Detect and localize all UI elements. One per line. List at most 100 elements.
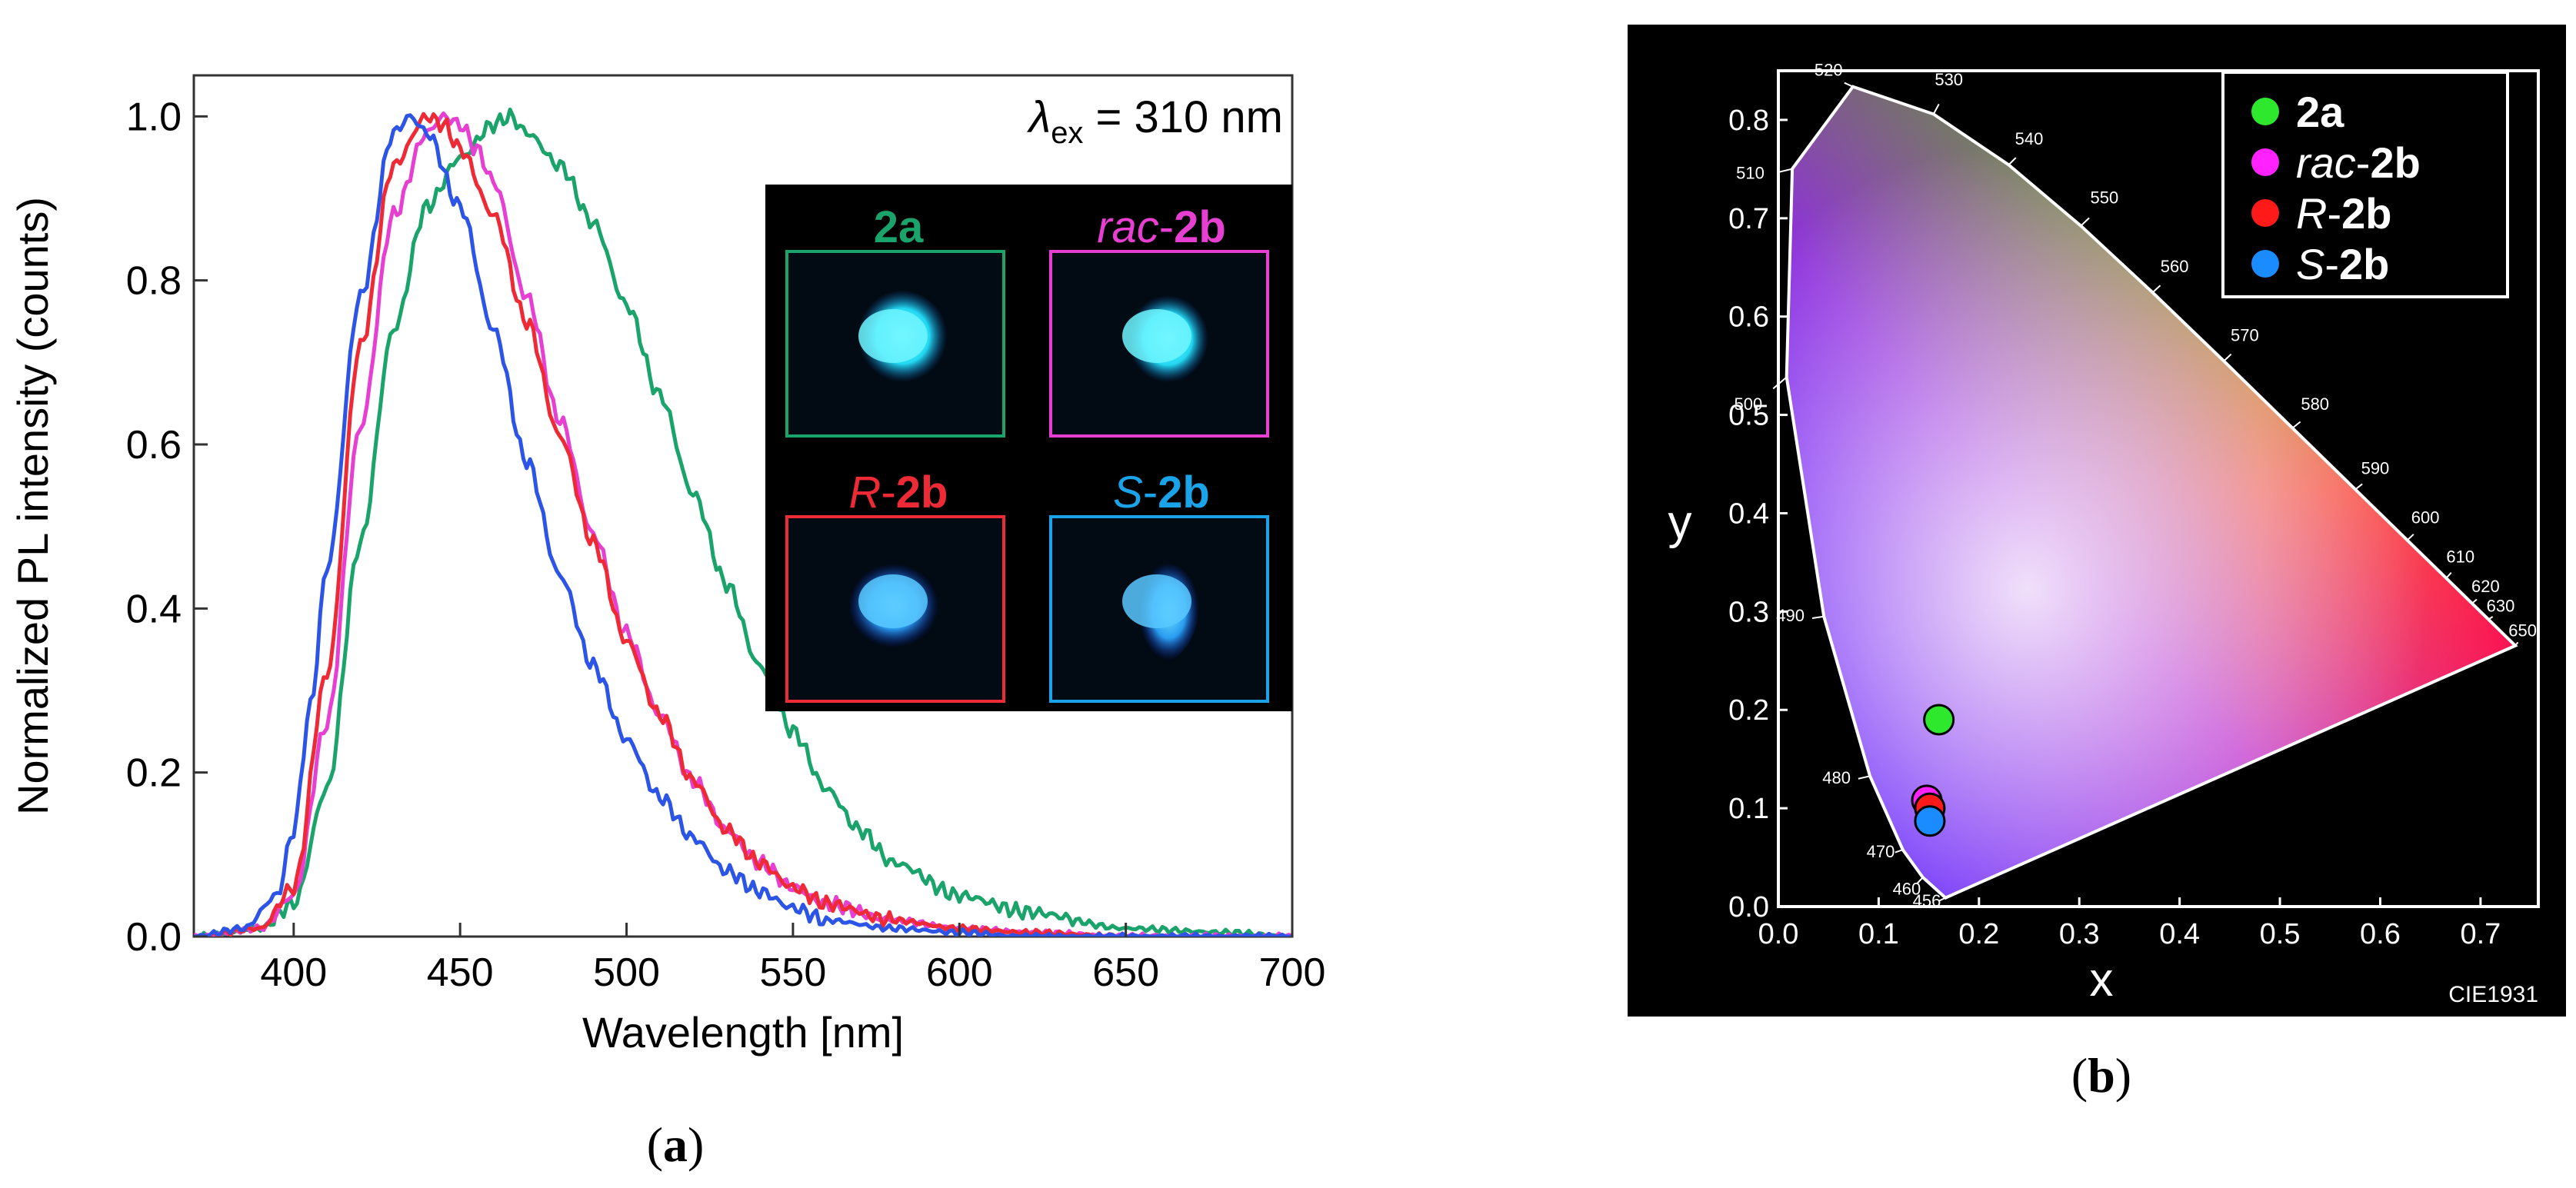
y-axis-label-a: Normalized PL intensity (counts)	[8, 197, 57, 815]
series-line-2a	[194, 107, 1292, 937]
panel-b-cie-diagram: 0.0 0.1 0.2 0.3 0.4 0.5 0.6 0.7 0.0 0.1 0.2 0.3 0.4 0…	[1628, 25, 2566, 1103]
inset-tile-S-2b: S-2b	[1049, 468, 1269, 703]
x-tick-label-a: 650	[1092, 950, 1159, 995]
y-tick-label-a: 0.8	[126, 259, 182, 304]
inset-tile-rac-2b: rac-2b	[1049, 202, 1269, 438]
locus-wavelength-label: 570	[2231, 326, 2259, 345]
locus-wavelength-label: 620	[2471, 577, 2500, 596]
locus-wavelength-label: 540	[2015, 129, 2044, 148]
cie-point-S-2b	[1914, 805, 1946, 837]
locus-wavelength-label: 480	[1822, 768, 1851, 787]
legend-label-2a: 2a	[2296, 88, 2344, 136]
locus-tick	[2223, 353, 2232, 362]
locus-tick	[1916, 877, 1924, 884]
y-tick-label-a: 0.4	[126, 587, 182, 631]
locus-tick	[1938, 897, 1946, 902]
locus-wavelength-label: 500	[1735, 394, 1763, 414]
y-tick-label-b: 0.1	[1728, 793, 1769, 825]
inset-label: rac-2b	[1097, 202, 1226, 252]
y-axis-label-b: y	[1668, 496, 1692, 549]
panel-caption-b: (b)	[2071, 1048, 2131, 1103]
y-tick-label-b: 0.5	[1728, 400, 1769, 432]
x-tick-label-a: 500	[593, 950, 660, 995]
locus-wavelength-label: 460	[1893, 880, 1921, 899]
legend-marker-S-2b	[2251, 250, 2279, 278]
excitation-annotation: λex = 310 nm	[1027, 92, 1283, 150]
y-tick-label-b: 0.8	[1728, 105, 1769, 137]
x-tick-label-a: 550	[760, 950, 827, 995]
legend-label-S-2b: S-2b	[2296, 240, 2389, 288]
plot-frame-b	[1777, 69, 2540, 908]
legend-label-rac-2b: rac-2b	[2296, 138, 2421, 187]
x-tick-label-b: 0.2	[1958, 918, 1999, 950]
locus-tick	[1772, 376, 1788, 390]
y-tick-label-b: 0.7	[1728, 203, 1769, 235]
locus-wavelength-label: 580	[2301, 394, 2329, 414]
locus-wavelength-label: 550	[2090, 188, 2118, 208]
locus-tick	[1777, 168, 1793, 174]
locus-wavelength-label: 510	[1736, 164, 1765, 183]
locus-tick	[1932, 103, 1940, 115]
locus-wavelength-label: 610	[2446, 547, 2474, 566]
inset-tile-R-2b: R-2b	[785, 468, 1005, 703]
cie-point-2a	[1923, 704, 1955, 736]
locus-wavelength-label: 650	[2508, 621, 2537, 640]
inset-label: 2a	[874, 202, 924, 252]
locus-tick	[1811, 615, 1825, 619]
x-tick-label-b: 0.6	[2360, 918, 2401, 950]
x-tick-label-b: 0.3	[2059, 918, 2100, 950]
legend-marker-rac-2b	[2251, 148, 2279, 176]
cie-footer: CIE1931	[2448, 982, 2538, 1007]
x-axis-label-b: x	[2090, 953, 2114, 1007]
x-tick-label-b: 0.1	[1858, 918, 1899, 950]
y-tick-label-b: 0.6	[1728, 301, 1769, 334]
locus-wavelength-label: 560	[2161, 257, 2189, 276]
locus-wavelength-label: 490	[1776, 606, 1805, 625]
series-line-S-2b	[194, 113, 1292, 937]
locus-wavelength-label: 520	[1815, 60, 1843, 79]
y-tick-label-b: 0.3	[1728, 596, 1769, 628]
y-tick-label-a: 0.0	[126, 915, 182, 960]
x-axis-label-a: Wavelength [nm]	[582, 1008, 904, 1057]
locus-wavelength-label: 590	[2361, 458, 2390, 478]
locus-tick	[2008, 157, 2017, 166]
y-tick-label-b: 0.2	[1728, 694, 1769, 727]
panel-a-spectra: 400 450 500 550 600 650 7000.00.20.40.60.81.0 …	[8, 74, 1326, 1172]
inset-tile-2a: 2a	[785, 202, 1005, 438]
locus-tick	[2151, 285, 2161, 294]
inset-label: R-2b	[849, 468, 948, 517]
x-tick-label-a: 400	[260, 950, 327, 995]
panel-caption-a: (a)	[647, 1117, 705, 1172]
x-tick-label-a: 700	[1259, 950, 1326, 995]
x-tick-label-b: 0.5	[2260, 918, 2301, 950]
inset-label: S-2b	[1113, 468, 1210, 517]
locus-tick	[2471, 598, 2478, 604]
locus-tick	[2291, 421, 2301, 429]
locus-tick	[1844, 82, 1854, 88]
y-tick-label-a: 0.6	[126, 423, 182, 468]
locus-tick	[1858, 775, 1871, 780]
locus-wavelength-label: 630	[2487, 596, 2515, 615]
y-tick-label-b: 0.0	[1728, 891, 1769, 923]
locus-tick	[2488, 616, 2494, 621]
locus-wavelength-label: 470	[1867, 842, 1895, 861]
locus-wavelength-label: 530	[1934, 70, 1963, 89]
locus-tick	[2445, 572, 2452, 579]
legend-label-R-2b: R-2b	[2296, 189, 2391, 238]
x-tick-label-b: 0.7	[2460, 918, 2501, 950]
x-tick-label-a: 600	[926, 950, 993, 995]
y-tick-label-b: 0.4	[1728, 497, 1769, 530]
inset-photo: 2a rac-2b R-2b S-2b	[765, 185, 1292, 711]
y-tick-label-a: 0.2	[126, 751, 182, 796]
y-tick-label-a: 1.0	[126, 95, 182, 139]
locus-wavelength-label: 456	[1913, 891, 1941, 910]
spectral-locus	[1785, 85, 2518, 900]
x-tick-label-b: 0.0	[1758, 918, 1799, 950]
x-tick-label-a: 450	[427, 950, 494, 995]
legend-marker-2a	[2251, 98, 2279, 125]
locus-wavelength-label: 600	[2411, 507, 2440, 527]
locus-tick	[2406, 534, 2414, 541]
x-tick-label-b: 0.4	[2159, 918, 2200, 950]
locus-tick	[2354, 483, 2363, 491]
